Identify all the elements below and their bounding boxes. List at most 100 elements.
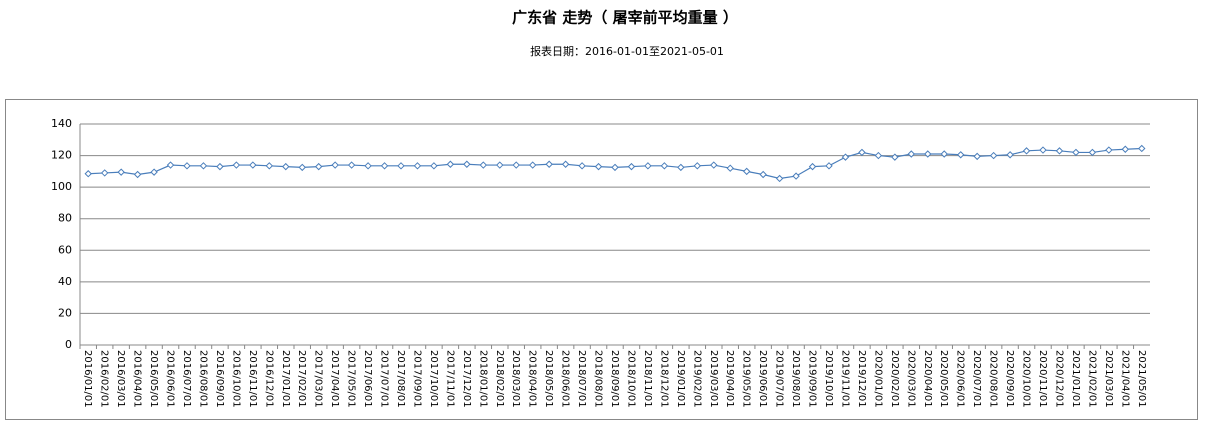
marker — [808, 162, 817, 171]
y-tick-label: 140 — [51, 117, 72, 130]
x-tick-label: 2018/04/01 — [527, 350, 538, 408]
marker — [1088, 148, 1097, 157]
x-tick-label: 2016/06/01 — [165, 350, 176, 408]
x-tick-label: 2018/10/01 — [625, 350, 636, 408]
marker — [742, 167, 751, 176]
marker — [578, 162, 586, 170]
x-tick-label: 2020/10/01 — [1021, 350, 1032, 408]
marker — [496, 161, 504, 169]
x-tick-label: 2018/09/01 — [609, 350, 620, 408]
chart-subtitle: 报表日期：2016-01-01至2021-05-01 — [530, 44, 724, 58]
x-tick-label: 2020/12/01 — [1053, 350, 1064, 408]
marker — [1072, 148, 1080, 157]
marker — [331, 161, 339, 169]
y-tick-label: 60 — [58, 243, 72, 256]
marker — [825, 162, 833, 170]
marker — [874, 151, 883, 160]
x-tick-label: 2020/08/01 — [988, 350, 999, 408]
x-tick-label: 2017/04/01 — [329, 350, 340, 408]
marker — [232, 161, 241, 169]
x-tick-label: 2021/03/01 — [1103, 350, 1114, 408]
x-tick-label: 2017/01/01 — [280, 350, 291, 408]
x-tick-label: 2019/09/01 — [807, 350, 818, 408]
marker — [84, 170, 92, 178]
marker — [858, 148, 866, 157]
marker — [792, 172, 800, 180]
line — [88, 147, 1142, 180]
x-tick-label: 2017/09/01 — [411, 350, 422, 408]
marker — [841, 153, 850, 161]
x-tick-label: 2020/09/01 — [1004, 350, 1015, 408]
marker — [973, 152, 981, 161]
y-tick-label: 80 — [58, 212, 72, 225]
marker — [1105, 146, 1113, 154]
marker — [249, 161, 257, 169]
x-tick-label: 2018/05/01 — [543, 350, 554, 408]
y-tick-label: 20 — [58, 306, 72, 319]
x-tick-label: 2018/06/01 — [560, 350, 571, 408]
marker — [347, 161, 356, 169]
x-tick-label: 2017/02/01 — [296, 350, 307, 408]
x-tick-label: 2018/01/01 — [477, 350, 488, 408]
marker — [430, 162, 438, 170]
x-tick-label: 2017/11/01 — [444, 350, 455, 408]
marker — [1006, 151, 1014, 159]
x-tick-label: 2019/04/01 — [724, 350, 735, 408]
x-tick-label: 2021/01/01 — [1070, 350, 1081, 408]
marker — [463, 160, 471, 168]
marker — [1138, 144, 1146, 153]
x-tick-label: 2016/03/01 — [115, 350, 126, 408]
marker — [166, 161, 175, 169]
x-tick-label: 2018/08/01 — [593, 350, 604, 408]
marker — [907, 150, 916, 158]
x-tick-label: 2016/01/01 — [82, 350, 93, 408]
marker — [512, 161, 520, 169]
x-tick-label: 2020/03/01 — [905, 350, 916, 408]
x-tick-label: 2019/07/01 — [774, 350, 785, 408]
x-tick-label: 2017/10/01 — [428, 350, 439, 408]
marker — [380, 162, 389, 170]
marker — [660, 162, 669, 170]
marker — [397, 162, 405, 170]
x-tick-label: 2020/01/01 — [872, 350, 883, 408]
chart-title: 广东省 走势（ 屠宰前平均重量 ） — [512, 9, 738, 27]
x-tick-label: 2016/10/01 — [230, 350, 241, 408]
y-tick-label: 100 — [51, 180, 72, 193]
x-tick-label: 2016/07/01 — [181, 350, 192, 408]
marker — [924, 150, 932, 158]
marker — [677, 163, 685, 172]
marker — [1121, 145, 1130, 153]
chart-frame — [5, 99, 1198, 420]
marker — [693, 162, 702, 170]
x-tick-label: 2020/02/01 — [889, 350, 900, 408]
marker — [940, 150, 948, 158]
x-tick-label: 2020/06/01 — [955, 350, 966, 408]
marker — [199, 162, 208, 170]
marker — [759, 170, 767, 179]
x-tick-label: 2019/05/01 — [741, 350, 752, 408]
x-tick-label: 2021/04/01 — [1119, 350, 1130, 408]
marker — [413, 162, 422, 170]
x-tick-label: 2016/05/01 — [148, 350, 159, 408]
marker — [133, 170, 142, 179]
marker — [216, 162, 224, 171]
marker — [1039, 146, 1047, 154]
marker — [479, 161, 488, 169]
x-tick-label: 2019/02/01 — [691, 350, 702, 408]
x-tick-label: 2021/02/01 — [1086, 350, 1097, 408]
marker — [265, 162, 274, 170]
y-tick-label: 120 — [51, 149, 72, 162]
marker — [314, 162, 323, 171]
y-tick-label: 0 — [65, 338, 72, 351]
x-tick-label: 2017/03/01 — [313, 350, 324, 408]
x-tick-label: 2019/08/01 — [790, 350, 801, 408]
marker — [775, 174, 784, 183]
x-tick-label: 2019/12/01 — [856, 350, 867, 408]
x-tick-label: 2018/03/01 — [510, 350, 521, 408]
x-tick-label: 2021/05/01 — [1136, 350, 1147, 408]
marker — [989, 151, 998, 160]
x-tick-label: 2016/04/01 — [132, 350, 143, 408]
y-tick-label: 40 — [58, 275, 72, 288]
x-tick-label: 2020/07/01 — [971, 350, 982, 408]
